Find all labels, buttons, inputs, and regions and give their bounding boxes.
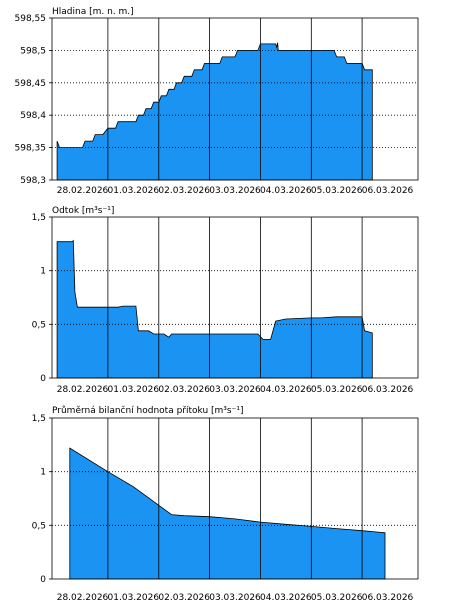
- chart-title: Odtok [m³s⁻¹]: [52, 206, 114, 216]
- x-tick-label: 05.03.2026: [311, 593, 363, 603]
- y-tick-label: 598,55: [15, 14, 47, 24]
- chart-title: Průměrná bilanční hodnota přítoku [m³s⁻¹…: [52, 405, 243, 416]
- x-tick-label: 06.03.2026: [362, 186, 414, 196]
- x-tick-label: 28.02.2026: [57, 186, 109, 196]
- x-tick-label: 04.03.2026: [260, 385, 312, 395]
- x-tick-label: 01.03.2026: [108, 385, 160, 395]
- x-tick-label: 05.03.2026: [311, 385, 363, 395]
- area-series: [56, 42, 373, 181]
- y-tick-label: 1: [40, 468, 46, 478]
- y-tick-label: 598,5: [20, 46, 46, 56]
- x-tick-label: 05.03.2026: [311, 186, 363, 196]
- chart-pritok: Průměrná bilanční hodnota přítoku [m³s⁻¹…: [32, 405, 419, 603]
- x-tick-label: 04.03.2026: [260, 593, 312, 603]
- y-tick-label: 0: [40, 374, 46, 384]
- x-tick-label: 02.03.2026: [158, 593, 210, 603]
- plot-frame: [51, 417, 419, 580]
- x-tick-label: 03.03.2026: [209, 385, 261, 395]
- x-tick-label: 28.02.2026: [57, 593, 109, 603]
- area-series: [69, 447, 386, 580]
- chart-title: Hladina [m. n. m.]: [52, 7, 134, 17]
- x-tick-label: 01.03.2026: [108, 593, 160, 603]
- y-tick-label: 0,5: [32, 320, 46, 330]
- plot-frame: [51, 17, 419, 181]
- x-tick-label: 01.03.2026: [108, 186, 160, 196]
- x-tick-label: 02.03.2026: [158, 385, 210, 395]
- chart-hladina: Hladina [m. n. m.] 598,3 598,35 598,4 598,45…: [15, 7, 419, 196]
- x-tick-label: 03.03.2026: [209, 593, 261, 603]
- y-tick-label: 598,3: [20, 176, 46, 186]
- y-tick-label: 598,45: [15, 79, 47, 89]
- y-tick-label: 1: [40, 267, 46, 277]
- y-tick-label: 1,5: [32, 213, 46, 223]
- x-tick-label: 03.03.2026: [209, 186, 261, 196]
- y-tick-label: 598,35: [15, 144, 47, 154]
- plot-frame: [51, 216, 419, 379]
- x-tick-label: 28.02.2026: [57, 385, 109, 395]
- x-tick-label: 06.03.2026: [362, 593, 414, 603]
- chart-odtok: Odtok [m³s⁻¹] 0 0,5 1 1,5 28.02.2026 01.03.202…: [32, 206, 419, 395]
- y-tick-label: 0,5: [32, 521, 46, 531]
- x-tick-label: 04.03.2026: [260, 186, 312, 196]
- y-tick-label: 0: [40, 575, 46, 585]
- y-tick-label: 1,5: [32, 414, 46, 424]
- x-tick-label: 06.03.2026: [362, 385, 414, 395]
- area-series: [56, 239, 373, 379]
- y-tick-label: 598,4: [20, 111, 46, 121]
- x-tick-label: 02.03.2026: [158, 186, 210, 196]
